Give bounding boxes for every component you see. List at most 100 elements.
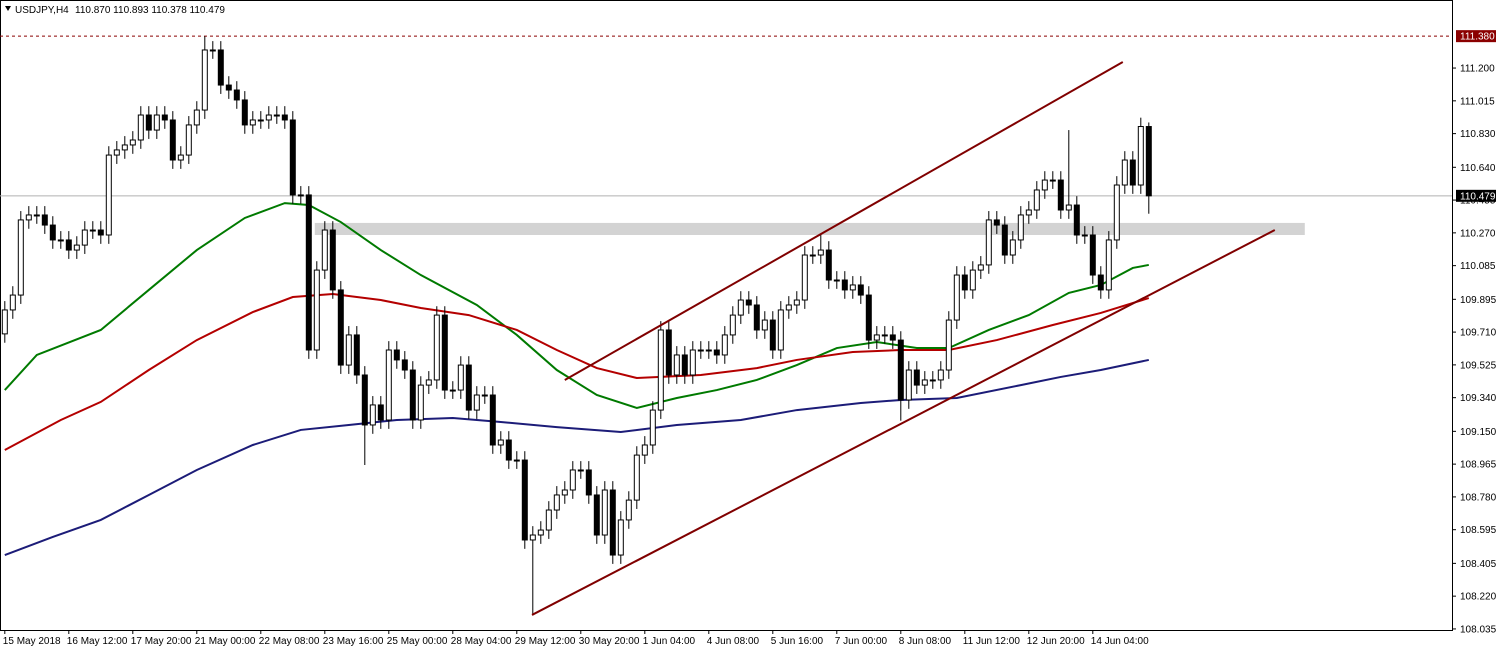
y-tick-label: 110.270 bbox=[1460, 228, 1496, 239]
candle-body bbox=[953, 274, 960, 321]
candle-body bbox=[761, 319, 768, 331]
moving-average bbox=[4, 358, 1150, 556]
candle-body bbox=[849, 284, 856, 291]
candle-body bbox=[881, 334, 888, 337]
y-tick-label: 111.200 bbox=[1460, 64, 1495, 75]
candle-body bbox=[993, 219, 1000, 226]
candle-body bbox=[1025, 209, 1032, 216]
y-tick-label: 108.780 bbox=[1460, 492, 1497, 503]
candle-body bbox=[617, 519, 624, 556]
candle-body bbox=[353, 334, 360, 376]
candle-body bbox=[633, 454, 640, 501]
y-tick-label: 109.340 bbox=[1460, 393, 1497, 404]
y-tick-label: 108.965 bbox=[1460, 460, 1497, 471]
candle-body bbox=[393, 349, 400, 361]
y-tick-label: 109.895 bbox=[1460, 295, 1497, 306]
candle-body bbox=[449, 389, 456, 392]
candle-body bbox=[625, 499, 632, 521]
candle-body bbox=[401, 359, 408, 371]
candle-body bbox=[705, 349, 712, 352]
candle-body bbox=[841, 279, 848, 291]
candle-body bbox=[673, 354, 680, 376]
candle-body bbox=[209, 49, 216, 52]
candle-body bbox=[665, 329, 672, 376]
candle-body bbox=[289, 119, 296, 196]
candle-body bbox=[737, 299, 744, 316]
candle-body bbox=[153, 114, 160, 131]
candle-body bbox=[1081, 234, 1088, 237]
candle-body bbox=[233, 89, 240, 101]
candle-body bbox=[689, 349, 696, 376]
candle-body bbox=[769, 319, 776, 351]
candle-body bbox=[1033, 189, 1040, 211]
candle-body bbox=[217, 49, 224, 86]
candle-body bbox=[1105, 239, 1112, 291]
candle-body bbox=[113, 149, 120, 156]
x-tick-label: 11 Jun 12:00 bbox=[963, 636, 1021, 647]
candle-body bbox=[57, 239, 64, 242]
price-label-box bbox=[1456, 30, 1496, 43]
candle-body bbox=[1049, 179, 1056, 182]
candle-body bbox=[905, 369, 912, 401]
candle-body bbox=[1001, 224, 1008, 256]
x-tick-label: 29 May 12:00 bbox=[515, 636, 576, 647]
candle-body bbox=[361, 374, 368, 426]
candle-body bbox=[569, 469, 576, 491]
candle-body bbox=[137, 114, 144, 141]
candle-body bbox=[497, 439, 504, 446]
candle-body bbox=[697, 349, 704, 352]
candle-body bbox=[985, 219, 992, 266]
candle-body bbox=[1, 309, 8, 335]
candle-body bbox=[921, 379, 928, 386]
symbol-menu-arrow[interactable] bbox=[5, 6, 11, 11]
candle-body bbox=[225, 84, 232, 91]
candle-body bbox=[513, 459, 520, 462]
candle-body bbox=[801, 254, 808, 301]
candle-body bbox=[193, 109, 200, 126]
candle-body bbox=[41, 214, 48, 226]
candle-body bbox=[713, 349, 720, 356]
candle-body bbox=[337, 289, 344, 366]
candle-body bbox=[857, 284, 864, 296]
candle-body bbox=[177, 154, 184, 161]
x-tick-label: 5 Jun 16:00 bbox=[771, 636, 824, 647]
candle-body bbox=[1145, 126, 1152, 197]
candle-body bbox=[593, 494, 600, 536]
candle-body bbox=[105, 154, 112, 236]
candle-body bbox=[913, 369, 920, 386]
candle-body bbox=[529, 534, 536, 541]
moving-average bbox=[4, 202, 1149, 409]
candle-body bbox=[1129, 159, 1136, 186]
candle-body bbox=[473, 394, 480, 411]
candle-body bbox=[345, 334, 352, 366]
y-tick-label: 110.830 bbox=[1460, 129, 1496, 140]
x-tick-label: 28 May 04:00 bbox=[451, 636, 512, 647]
candle-body bbox=[1073, 204, 1080, 236]
candle-body bbox=[721, 334, 728, 356]
plot-frame bbox=[0, 0, 1453, 631]
candle-body bbox=[257, 119, 264, 122]
candle-body bbox=[65, 239, 72, 251]
candle-body bbox=[201, 49, 208, 111]
x-tick-label: 14 Jun 04:00 bbox=[1091, 636, 1149, 647]
x-tick-label: 21 May 00:00 bbox=[195, 636, 256, 647]
y-tick-label: 110.085 bbox=[1460, 261, 1496, 272]
candle-body bbox=[1089, 234, 1096, 276]
candle-body bbox=[505, 439, 512, 461]
x-tick-label: 30 May 20:00 bbox=[579, 636, 640, 647]
x-tick-label: 23 May 16:00 bbox=[323, 636, 384, 647]
candle-body bbox=[1057, 179, 1064, 211]
support-zone bbox=[314, 222, 1305, 235]
candle-body bbox=[777, 309, 784, 351]
candle-body bbox=[409, 369, 416, 421]
candle-body bbox=[889, 334, 896, 341]
candle-body bbox=[25, 214, 32, 221]
candle-body bbox=[1137, 126, 1144, 186]
candle-body bbox=[121, 144, 128, 151]
candle-body bbox=[297, 194, 304, 197]
y-tick-label: 108.595 bbox=[1460, 525, 1497, 536]
candle-body bbox=[17, 219, 24, 296]
y-tick-label: 108.220 bbox=[1460, 592, 1497, 603]
x-tick-label: 15 May 2018 bbox=[3, 636, 61, 647]
candle-body bbox=[753, 304, 760, 331]
